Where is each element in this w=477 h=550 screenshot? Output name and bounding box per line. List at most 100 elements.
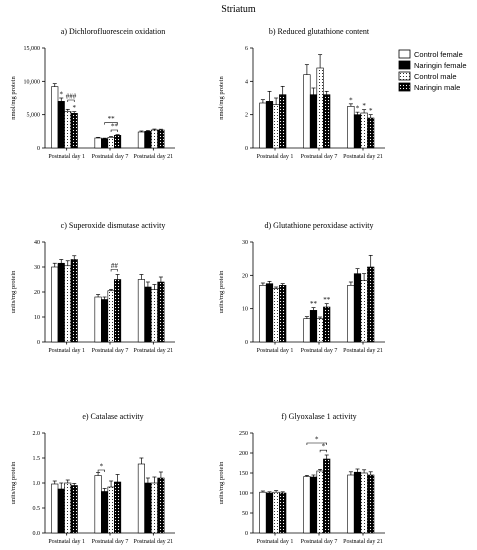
- panel-2-ytick-label-0: 0: [37, 340, 40, 346]
- panel-5-ylabel: units/mg protein: [218, 461, 225, 505]
- panel-1-bar-2-3: [367, 117, 375, 149]
- panel-5-bar-0-0: [259, 491, 267, 534]
- panel-5-bar-1-3: [323, 458, 331, 534]
- panel-4-category-label-1: Postnatal day 7: [92, 539, 129, 545]
- panel-3-ytick-label-0: 0: [245, 340, 248, 346]
- panel-5-ytick-label-3: 150: [239, 471, 248, 477]
- panel-0-bar-1-2: [107, 137, 115, 149]
- panel-0-annotation-0: *: [60, 91, 64, 99]
- panel-3-annotation-1: **: [323, 296, 331, 304]
- panel-0-category-label-2: Postnatal day 21: [133, 154, 173, 160]
- panel-4-ytick-label-0: 0.0: [33, 531, 41, 537]
- panel-3-bar-2-2: [360, 280, 368, 343]
- panel-4-ylabel: units/mg protein: [10, 461, 17, 505]
- panel-2-bar-0-1: [57, 262, 65, 343]
- panel-0-bar-0-1: [57, 101, 65, 149]
- legend-label-0: Control female: [414, 50, 463, 59]
- panel-0-ytick-label-3: 15,000: [24, 46, 41, 52]
- panel-2-category-label-1: Postnatal day 7: [92, 348, 129, 354]
- panel-3: d) Glutathione peroxidase activity 0 10 20 3…: [218, 221, 385, 354]
- panel-1-ytick-label-3: 6: [245, 46, 248, 52]
- panel-2-bar-0-0: [51, 266, 59, 343]
- panel-5-bar-0-2: [272, 491, 280, 534]
- panel-2-bar-0-3: [70, 259, 78, 343]
- figure-title: Striatum: [221, 4, 256, 15]
- panel-2-title: c) Superoxide dismutase activity: [61, 221, 166, 230]
- panel-0-annotation-3: **: [108, 115, 116, 123]
- panel-4-ytick-label-4: 2.0: [33, 431, 41, 437]
- panel-1-annotation-0: *: [349, 96, 353, 104]
- panel-5-ytick-label-1: 50: [242, 511, 248, 517]
- panel-1-bar-2-1: [353, 114, 362, 149]
- panel-1-bar-1-0: [303, 74, 311, 149]
- panel-5-annotation-1: *: [322, 443, 326, 451]
- panel-2-ytick-label-1: 10: [34, 315, 40, 321]
- panel-3-bar-2-0: [347, 285, 355, 343]
- panel-4: e) Catalase activity 0.0 0.5 1.0 1.5 2.0 units…: [10, 412, 175, 545]
- panel-3-ytick-label-3: 30: [242, 240, 248, 246]
- panel-2-ytick-label-3: 30: [34, 265, 40, 271]
- panel-3-ytick-label-2: 20: [242, 273, 248, 279]
- panel-5-category-label-2: Postnatal day 21: [343, 539, 383, 545]
- panel-2-ytick-label-4: 40: [34, 240, 40, 246]
- panel-4-bar-2-2: [150, 482, 158, 534]
- panel-3-title: d) Glutathione peroxidase activity: [264, 221, 373, 230]
- panel-5-title: f) Glyoxalase 1 activity: [281, 412, 356, 421]
- panel-2-bar-1-1: [101, 299, 109, 343]
- panel-4-bar-1-0: [94, 475, 102, 534]
- panel-2-category-label-0: Postnatal day 1: [48, 348, 85, 354]
- legend-swatch-3: [398, 82, 411, 92]
- legend-label-1: Naringin female: [414, 61, 467, 70]
- panel-4-bar-1-2: [107, 486, 115, 534]
- panel-0-bar-0-0: [51, 86, 59, 149]
- panel-2-ylabel: units/mg protein: [10, 270, 17, 314]
- panel-5-bar-2-2: [360, 472, 368, 534]
- panel-5-ytick-label-2: 100: [239, 491, 248, 497]
- panel-1-category-label-0: Postnatal day 1: [257, 154, 294, 160]
- panel-1-bar-2-0: [347, 106, 355, 149]
- panel-5-bar-0-3: [279, 492, 287, 534]
- panel-0-ytick-label-1: 5,000: [27, 113, 41, 119]
- panel-3-bar-0-3: [279, 285, 287, 343]
- panel-2-bar-2-3: [157, 281, 165, 343]
- panel-4-category-label-0: Postnatal day 1: [48, 539, 85, 545]
- panel-4-bar-2-3: [157, 477, 165, 534]
- panel-0-bar-2-3: [157, 129, 165, 149]
- panel-5-category-label-1: Postnatal day 7: [301, 539, 338, 545]
- panel-5-ytick-label-4: 200: [239, 451, 248, 457]
- panel-4-ytick-label-2: 1.0: [33, 481, 41, 487]
- panel-2: c) Superoxide dismutase activity 0 10 20 30 4…: [10, 221, 175, 354]
- legend-swatch-0: [398, 49, 411, 59]
- panel-4-bar-0-1: [57, 488, 65, 534]
- panel-4-bracket-0: [97, 469, 105, 472]
- panel-0-bar-1-0: [94, 137, 102, 149]
- panel-3-bar-1-2: [316, 318, 324, 343]
- panel-0-bar-1-1: [101, 138, 109, 149]
- panel-3-bar-2-1: [353, 273, 362, 343]
- panel-3-bar-1-0: [303, 318, 311, 343]
- panel-5-ytick-label-0: 0: [245, 531, 248, 537]
- panel-1-annotation-2: *: [362, 102, 366, 110]
- panel-5-bracket-1: [319, 449, 327, 453]
- panel-0-category-label-1: Postnatal day 7: [92, 154, 129, 160]
- panel-4-bar-2-1: [144, 482, 152, 534]
- panel-0-bracket-4: [110, 129, 118, 132]
- panel-3-ylabel: units/mg protein: [218, 270, 225, 314]
- panel-3-category-label-2: Postnatal day 21: [343, 348, 383, 354]
- panel-4-bar-1-3: [114, 481, 122, 534]
- legend: Control female Naringin female Control mal…: [398, 49, 467, 92]
- panel-1-bar-0-2: [272, 104, 280, 149]
- panel-5-bar-1-0: [303, 476, 311, 534]
- panel-0-ytick-label-0: 0: [37, 146, 40, 152]
- panel-3-bar-2-3: [367, 266, 375, 343]
- panel-0-bracket-3: [104, 122, 118, 125]
- panel-1-annotation-1: *: [356, 105, 360, 113]
- panel-3-category-label-1: Postnatal day 7: [301, 348, 338, 354]
- panel-4-bar-1-1: [101, 491, 109, 534]
- panel-1-bar-0-0: [259, 102, 267, 149]
- panel-4-category-label-2: Postnatal day 21: [133, 539, 173, 545]
- panel-1-category-label-2: Postnatal day 21: [343, 154, 383, 160]
- panel-1-bar-1-1: [309, 94, 318, 149]
- panel-2-bar-1-2: [107, 290, 115, 343]
- legend-swatch-2: [398, 71, 411, 81]
